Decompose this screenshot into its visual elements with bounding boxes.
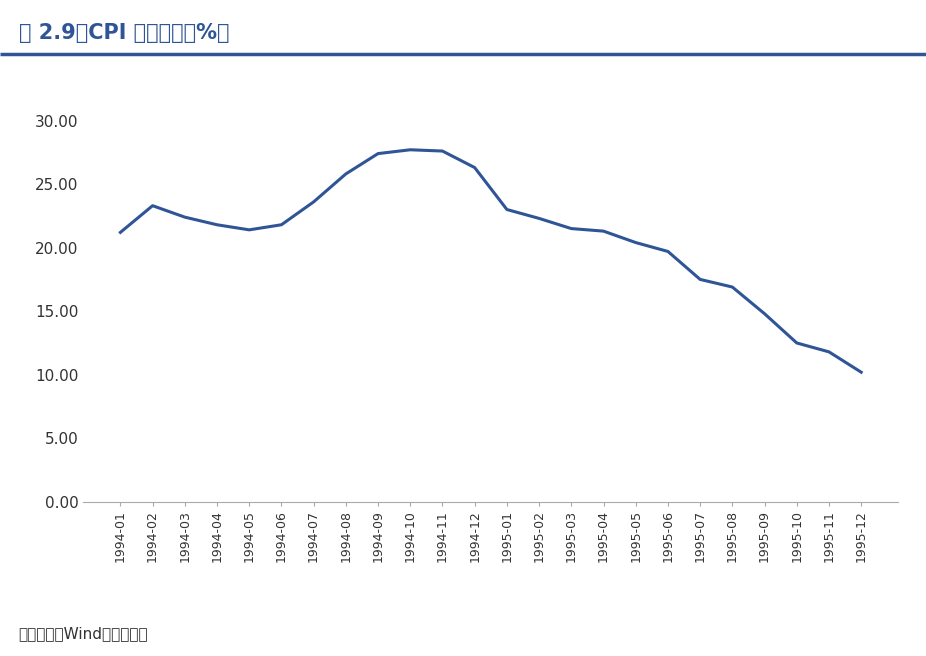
Text: 资料来源：Wind、南华研究: 资料来源：Wind、南华研究 [19,626,148,642]
Text: 图 2.9：CPI 回落明显（%）: 图 2.9：CPI 回落明显（%） [19,23,229,43]
